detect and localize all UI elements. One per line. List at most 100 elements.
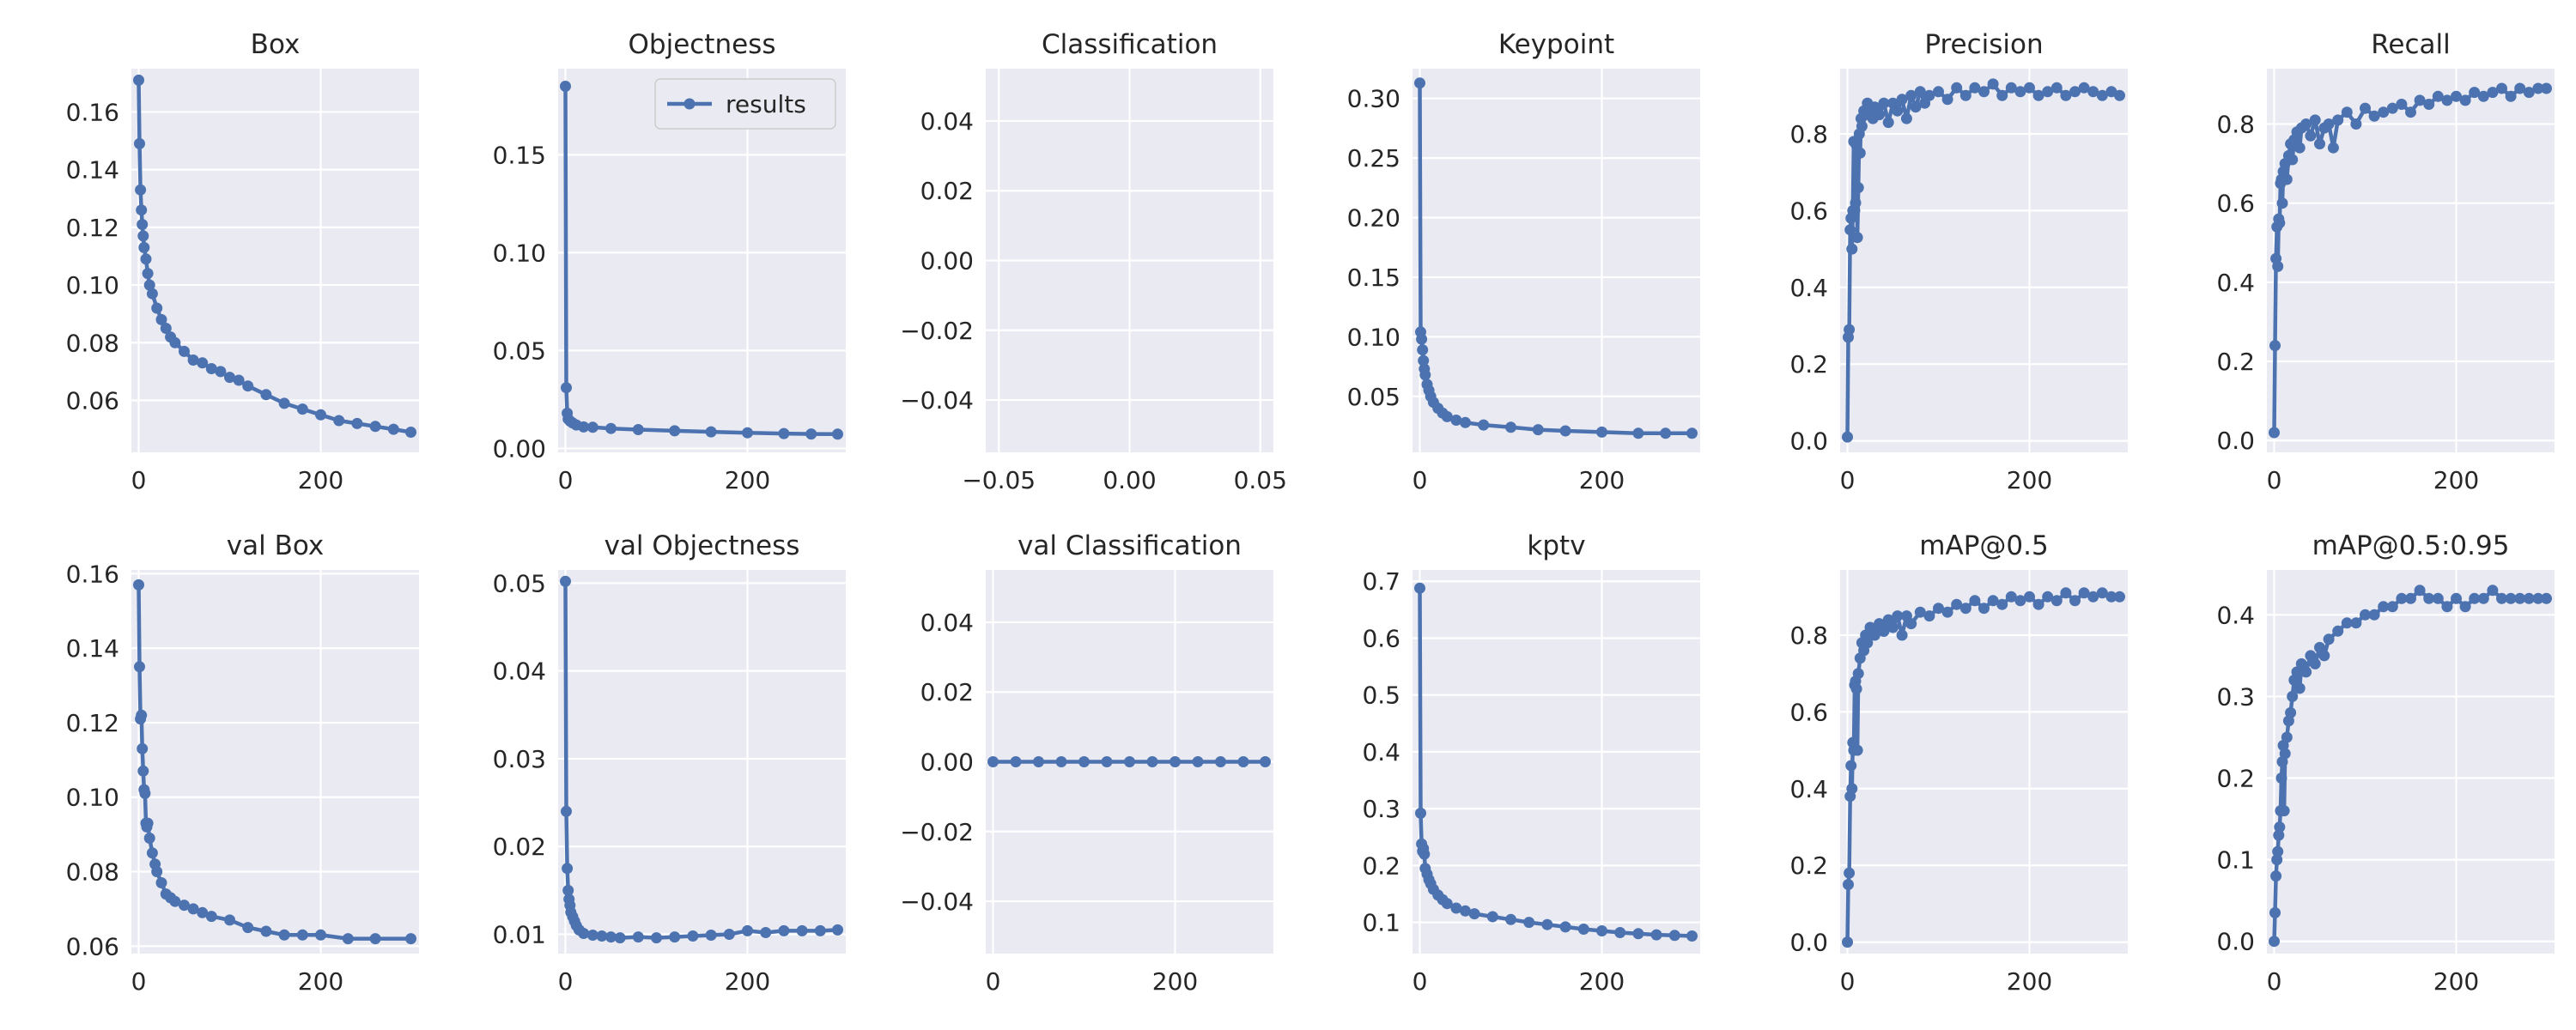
- x-tick-label: 0.05: [1234, 466, 1287, 494]
- data-point: [1419, 848, 1431, 860]
- data-point: [2523, 87, 2535, 99]
- y-tick-label: 0.16: [66, 560, 119, 588]
- data-point: [2276, 197, 2288, 209]
- data-point: [143, 833, 155, 844]
- y-tick-label: 0.0: [1789, 427, 1828, 456]
- data-point: [586, 421, 598, 433]
- data-point: [2042, 86, 2054, 98]
- data-point: [2532, 82, 2544, 94]
- data-point: [1910, 101, 1922, 113]
- data-point: [2541, 592, 2552, 604]
- data-point: [2477, 592, 2489, 604]
- data-point: [2459, 601, 2471, 613]
- x-tick-label: 0: [2267, 967, 2282, 996]
- x-tick-label: 200: [1579, 967, 1625, 996]
- x-tick-label: 200: [2007, 967, 2052, 996]
- y-tick-label: 0.30: [1347, 85, 1400, 113]
- data-point: [1844, 324, 1856, 336]
- y-tick-label: 0.04: [920, 609, 974, 637]
- data-point: [705, 426, 717, 438]
- y-tick-label: 0.15: [1347, 264, 1400, 292]
- data-point: [179, 345, 190, 357]
- data-point: [333, 415, 345, 427]
- plot-area: [558, 570, 846, 954]
- y-tick-label: 0.04: [493, 657, 546, 686]
- data-point: [2032, 598, 2044, 610]
- data-point: [2532, 592, 2544, 604]
- subplot-7: 0 200 0.01 0.02 0.03 0.04 0.05 val Objectness: [493, 530, 846, 996]
- data-point: [2314, 138, 2325, 150]
- y-tick-label: 0.00: [920, 247, 974, 276]
- data-point: [2295, 657, 2307, 670]
- data-point: [242, 922, 254, 934]
- x-tick-label: 200: [2007, 466, 2052, 494]
- data-point: [2459, 94, 2471, 106]
- y-tick-label: 0.2: [2216, 765, 2255, 793]
- data-point: [1851, 232, 1863, 244]
- subplot-5: 0 200 0.0 0.2 0.4 0.6 0.8 Recall: [2216, 29, 2555, 494]
- data-point: [2314, 641, 2325, 653]
- data-point: [560, 81, 571, 92]
- x-tick-label: 200: [2433, 466, 2479, 494]
- data-point: [2332, 625, 2344, 637]
- data-point: [1460, 416, 1471, 428]
- data-point: [2360, 102, 2371, 114]
- y-tick-label: 0.6: [1789, 197, 1828, 225]
- subplot-1: 0 200 0.00 0.05 0.10 0.15 Objectness results: [493, 29, 846, 494]
- data-point: [2287, 154, 2299, 166]
- y-tick-label: 0.01: [493, 920, 546, 948]
- data-point: [561, 805, 572, 817]
- data-point: [1896, 94, 1908, 106]
- plot-area: [1413, 570, 1700, 954]
- x-tick-label: 0: [2267, 466, 2282, 494]
- data-point: [2005, 591, 2017, 603]
- data-point: [2305, 130, 2317, 142]
- data-point: [1541, 918, 1553, 930]
- data-point: [1686, 930, 1698, 942]
- data-point: [1414, 77, 1425, 89]
- data-point: [1923, 610, 1935, 622]
- data-point: [2318, 650, 2330, 662]
- data-point: [1851, 744, 1863, 756]
- data-point: [1914, 86, 1926, 98]
- data-point: [2323, 633, 2335, 645]
- data-point: [2469, 592, 2481, 604]
- data-point: [560, 575, 571, 587]
- data-point: [1892, 610, 1904, 622]
- y-tick-label: 0.20: [1347, 204, 1400, 233]
- data-point: [2386, 102, 2398, 114]
- data-point: [1846, 243, 1858, 255]
- data-point: [2405, 106, 2416, 118]
- data-point: [187, 903, 199, 915]
- data-point: [1969, 82, 1981, 94]
- data-point: [2281, 173, 2293, 185]
- y-tick-label: 0.2: [1789, 851, 1828, 880]
- subplot-11: 0 200 0.0 0.1 0.2 0.3 0.4 mAP@0.5:0.95: [2216, 530, 2555, 996]
- data-point: [2350, 118, 2362, 130]
- y-tick-label: 0.4: [2216, 269, 2255, 297]
- data-point: [1010, 756, 1022, 767]
- y-tick-label: 0.04: [920, 107, 974, 136]
- data-point: [578, 928, 590, 939]
- data-point: [2396, 99, 2408, 110]
- data-point: [2285, 706, 2297, 718]
- data-point: [2309, 657, 2321, 670]
- data-point: [2323, 118, 2335, 130]
- data-point: [2300, 666, 2312, 678]
- data-point: [2272, 260, 2284, 272]
- y-tick-label: 0.14: [66, 634, 119, 663]
- y-tick-label: 0.10: [66, 784, 119, 812]
- data-point: [1882, 117, 1894, 129]
- data-point: [1505, 421, 1516, 433]
- data-point: [1874, 109, 1886, 121]
- data-point: [2523, 592, 2535, 604]
- data-point: [260, 925, 272, 937]
- data-point: [778, 427, 790, 439]
- data-point: [1933, 86, 1944, 98]
- data-point: [351, 417, 363, 429]
- data-point: [1996, 89, 2008, 101]
- y-tick-label: 0.6: [1362, 624, 1400, 652]
- data-point: [1478, 419, 1490, 431]
- legend-label: results: [726, 90, 806, 118]
